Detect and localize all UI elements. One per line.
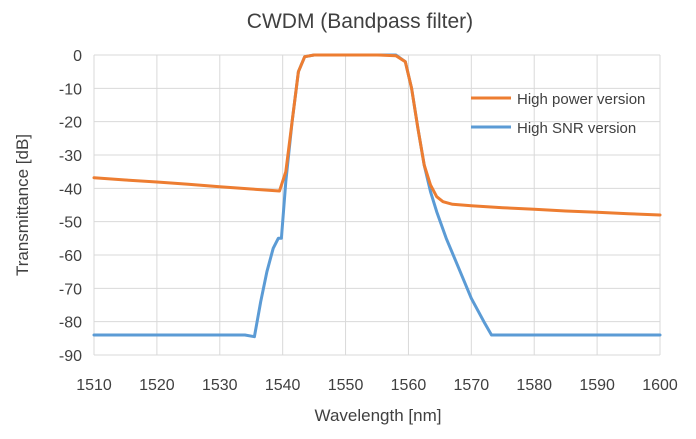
y-tick-label: -70 bbox=[59, 281, 82, 298]
x-tick-label: 1550 bbox=[328, 377, 364, 394]
legend-label-high-power: High power version bbox=[517, 91, 645, 108]
y-tick-label: -30 bbox=[59, 148, 82, 165]
x-tick-label: 1510 bbox=[76, 377, 112, 394]
x-tick-label: 1520 bbox=[139, 377, 175, 394]
chart-title: CWDM (Bandpass filter) bbox=[247, 10, 473, 33]
y-tick-label: 0 bbox=[73, 48, 82, 65]
x-tick-label: 1590 bbox=[579, 377, 615, 394]
x-tick-label: 1580 bbox=[516, 377, 552, 394]
x-axis-ticks: 1510 1520 1530 1540 1550 1560 1570 1580 1590 1600 bbox=[76, 377, 678, 394]
y-tick-label: -20 bbox=[59, 115, 82, 132]
legend-label-high-snr: High SNR version bbox=[517, 120, 636, 137]
x-tick-label: 1600 bbox=[642, 377, 678, 394]
y-tick-label: -80 bbox=[59, 315, 82, 332]
x-tick-label: 1570 bbox=[454, 377, 490, 394]
y-tick-label: -50 bbox=[59, 215, 82, 232]
y-axis-label: Transmittance [dB] bbox=[13, 134, 32, 276]
series-line-high-power bbox=[92, 53, 662, 217]
series-group bbox=[92, 53, 662, 339]
y-tick-label: -90 bbox=[59, 348, 82, 365]
x-axis-label: Wavelength [nm] bbox=[315, 406, 442, 425]
y-axis-ticks: 0 -10 -20 -30 -40 -50 -60 -70 -80 -90 bbox=[59, 48, 82, 365]
y-tick-label: -40 bbox=[59, 181, 82, 198]
y-tick-label: -60 bbox=[59, 248, 82, 265]
x-tick-label: 1540 bbox=[265, 377, 301, 394]
x-tick-label: 1530 bbox=[202, 377, 238, 394]
legend: High power version High SNR version bbox=[471, 91, 645, 137]
x-tick-label: 1560 bbox=[391, 377, 427, 394]
y-tick-label: -10 bbox=[59, 81, 82, 98]
